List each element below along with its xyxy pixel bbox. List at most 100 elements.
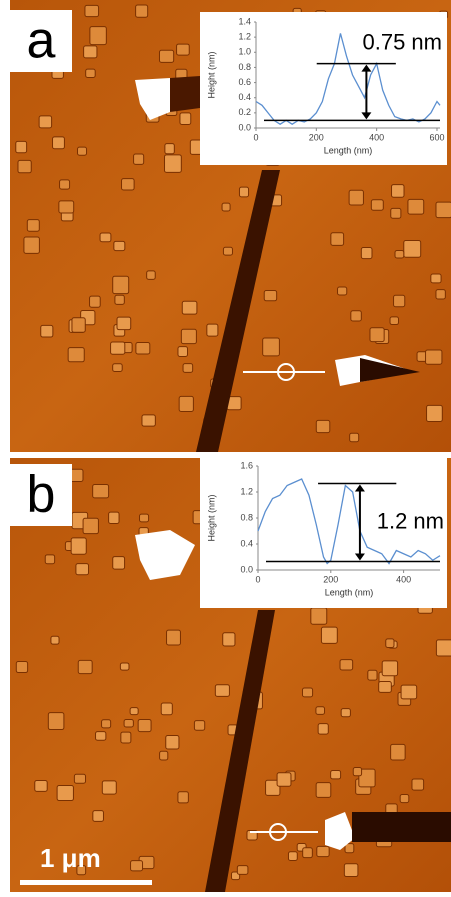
terrace-island: [426, 350, 442, 364]
height-annotation: 1.2 nm: [377, 508, 444, 533]
terrace-island: [71, 538, 86, 554]
terrace-island: [353, 768, 361, 776]
terrace-island: [165, 144, 174, 154]
terrace-island: [134, 154, 144, 164]
x-tick-label: 0: [255, 574, 260, 584]
terrace-island: [404, 240, 421, 257]
terrace-island: [147, 271, 156, 279]
y-tick-label: 1.2: [238, 32, 251, 42]
terrace-island: [113, 364, 123, 372]
terrace-island: [371, 200, 383, 211]
terrace-island: [311, 608, 327, 624]
terrace-island: [59, 201, 74, 213]
terrace-island: [321, 627, 337, 643]
terrace-island: [167, 630, 181, 645]
terrace-island: [83, 518, 98, 533]
terrace-island: [85, 5, 99, 16]
terrace-island: [180, 113, 191, 125]
terrace-island: [136, 5, 148, 17]
terrace-island: [368, 670, 377, 680]
terrace-island: [318, 724, 328, 734]
terrace-island: [120, 663, 129, 670]
terrace-island: [177, 44, 190, 55]
terrace-island: [207, 324, 218, 336]
terrace-island: [350, 433, 359, 441]
terrace-island: [392, 185, 404, 198]
terrace-island: [223, 633, 235, 646]
terrace-island: [166, 735, 179, 749]
terrace-island: [161, 703, 172, 715]
terrace-island: [237, 866, 248, 875]
terrace-island: [408, 199, 424, 214]
terrace-island: [90, 27, 106, 45]
terrace-island: [351, 311, 361, 321]
terrace-island: [302, 688, 312, 697]
terrace-island: [386, 639, 394, 648]
terrace-island: [78, 660, 92, 673]
terrace-island: [93, 811, 104, 822]
y-tick-label: 1.4: [238, 16, 251, 26]
figure: a b 1 μm 0.00.20.40.60.81.01.21.40200400…: [0, 0, 451, 892]
terrace-island: [109, 512, 119, 523]
terrace-island: [303, 848, 313, 858]
y-tick-label: 0.4: [238, 92, 251, 102]
x-axis-title: Length (nm): [325, 587, 374, 597]
terrace-island: [102, 720, 111, 728]
terrace-island: [179, 396, 193, 411]
terrace-island: [16, 141, 27, 152]
terrace-island: [215, 685, 229, 697]
terrace-island: [57, 786, 73, 801]
terrace-island: [74, 774, 85, 783]
terrace-island: [96, 732, 106, 741]
panel-label: a: [27, 12, 56, 70]
terrace-island: [178, 792, 188, 803]
terrace-island: [131, 861, 143, 871]
x-tick-label: 400: [396, 574, 411, 584]
terrace-island: [68, 348, 84, 362]
terrace-island: [391, 744, 406, 760]
terrace-island: [16, 662, 27, 673]
terrace-island: [27, 220, 39, 232]
terrace-island: [130, 708, 138, 715]
terrace-island: [113, 276, 129, 293]
x-axis-title: Length (nm): [324, 145, 373, 155]
terrace-island: [86, 69, 96, 77]
x-tick-label: 600: [429, 132, 444, 142]
terrace-island: [93, 485, 109, 498]
x-tick-label: 200: [309, 132, 324, 142]
y-tick-label: 1.2: [240, 486, 253, 496]
terrace-island: [436, 202, 451, 217]
terrace-island: [194, 721, 204, 731]
terrace-island: [84, 46, 97, 58]
terrace-island: [78, 147, 87, 155]
y-tick-label: 1.0: [238, 47, 251, 57]
terrace-island: [114, 241, 125, 250]
terrace-island: [117, 317, 131, 330]
terrace-island: [113, 557, 125, 570]
x-tick-label: 400: [369, 132, 384, 142]
terrace-island: [121, 732, 131, 743]
terrace-island: [72, 318, 85, 332]
terrace-island: [349, 190, 363, 205]
terrace-island: [102, 781, 116, 794]
terrace-island: [317, 846, 329, 856]
terrace-island: [35, 780, 47, 791]
terrace-island: [90, 296, 101, 307]
terrace-island: [394, 295, 405, 306]
y-tick-label: 0.0: [238, 122, 251, 132]
terrace-island: [181, 329, 196, 343]
terrace-island: [142, 415, 155, 426]
terrace-island: [165, 155, 182, 173]
terrace-island: [436, 640, 451, 656]
terrace-island: [338, 287, 347, 295]
terrace-island: [316, 783, 331, 798]
terrace-island: [431, 274, 441, 283]
terrace-island: [345, 844, 354, 853]
panel-label: b: [27, 466, 56, 524]
terrace-island: [111, 342, 125, 354]
terrace-island: [288, 852, 297, 861]
terrace-island: [341, 709, 350, 717]
terrace-island: [45, 555, 54, 564]
y-tick-label: 0.4: [240, 538, 253, 548]
terrace-island: [370, 328, 384, 342]
